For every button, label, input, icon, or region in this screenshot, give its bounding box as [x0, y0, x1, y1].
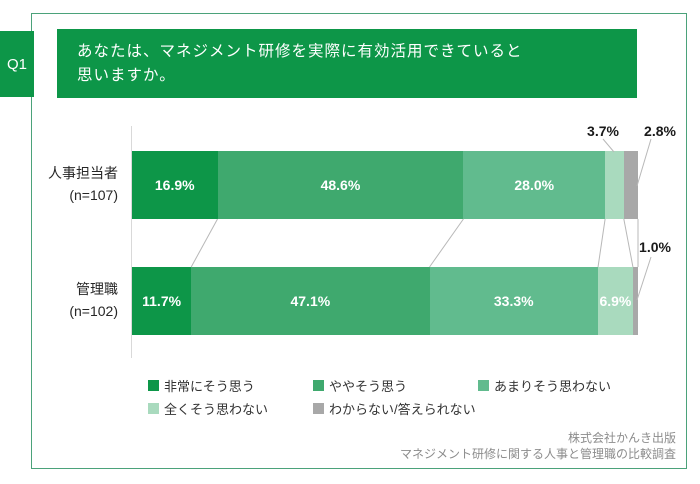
legend-label: わからない/答えられない	[329, 402, 476, 417]
bar-segment: 16.9%	[132, 151, 218, 219]
legend-swatch-icon	[478, 380, 489, 391]
question-number-badge: Q1	[0, 31, 34, 97]
legend-item: ややそう思う	[313, 376, 407, 395]
legend-swatch-icon	[148, 403, 159, 414]
bar-row-hr: 16.9% 48.6% 28.0%	[132, 151, 638, 219]
category-n: (n=107)	[69, 187, 118, 203]
category-label-managers: 管理職 (n=102)	[8, 278, 118, 322]
bar-segment	[605, 151, 624, 219]
bar-segment-value-outside: 2.8%	[644, 123, 676, 139]
legend-label: ややそう思う	[329, 379, 408, 394]
bar-segment: 33.3%	[429, 267, 598, 335]
footer-company: 株式会社かんき出版	[567, 431, 676, 445]
bar-segment: 47.1%	[191, 267, 430, 335]
bar-row-managers: 11.7% 47.1% 33.3% 6.9%	[132, 267, 638, 335]
bar-segment: 48.6%	[217, 151, 464, 219]
category-name: 管理職	[76, 281, 118, 297]
legend-swatch-icon	[313, 403, 324, 414]
bar-segment-value: 48.6%	[320, 177, 361, 193]
bar-segment	[623, 151, 638, 219]
category-name: 人事担当者	[48, 165, 118, 181]
bar-segment-value: 11.7%	[142, 293, 182, 309]
page-border	[31, 13, 687, 469]
legend-swatch-icon	[313, 380, 324, 391]
legend-label: 全くそう思わない	[164, 402, 269, 417]
legend-item: あまりそう思わない	[478, 376, 611, 395]
bar-segment: 6.9%	[597, 267, 633, 335]
category-label-hr: 人事担当者 (n=107)	[8, 162, 118, 206]
bar-segment-value-outside: 3.7%	[587, 123, 619, 139]
legend-label: 非常にそう思う	[164, 379, 255, 394]
legend-item: 全くそう思わない	[148, 399, 268, 418]
question-title-box: あなたは、マネジメント研修を実際に有効活用できていると 思いますか。	[57, 29, 637, 98]
bar-segment-value: 16.9%	[154, 177, 195, 193]
bar-segment-value: 6.9%	[599, 293, 632, 309]
question-title-line1: あなたは、マネジメント研修を実際に有効活用できていると	[77, 43, 523, 60]
bar-segment-value-outside: 1.0%	[639, 239, 671, 255]
bar-segment	[632, 267, 638, 335]
y-axis-line	[131, 126, 132, 358]
footer-source: 株式会社かんき出版 マネジメント研修に関する人事と管理職の比較調査	[400, 430, 676, 462]
bar-segment-value: 47.1%	[290, 293, 331, 309]
legend-item: わからない/答えられない	[313, 399, 476, 418]
legend-item: 非常にそう思う	[148, 376, 255, 395]
legend-label: あまりそう思わない	[494, 379, 612, 394]
bar-segment-value: 28.0%	[514, 177, 555, 193]
bar-segment-value: 33.3%	[493, 293, 534, 309]
question-number: Q1	[6, 55, 27, 73]
question-title-line2: 思いますか。	[77, 67, 176, 84]
footer-survey-title: マネジメント研修に関する人事と管理職の比較調査	[399, 447, 676, 461]
legend-swatch-icon	[148, 380, 159, 391]
bar-segment: 28.0%	[463, 151, 606, 219]
category-n: (n=102)	[69, 303, 118, 319]
bar-segment: 11.7%	[132, 267, 192, 335]
